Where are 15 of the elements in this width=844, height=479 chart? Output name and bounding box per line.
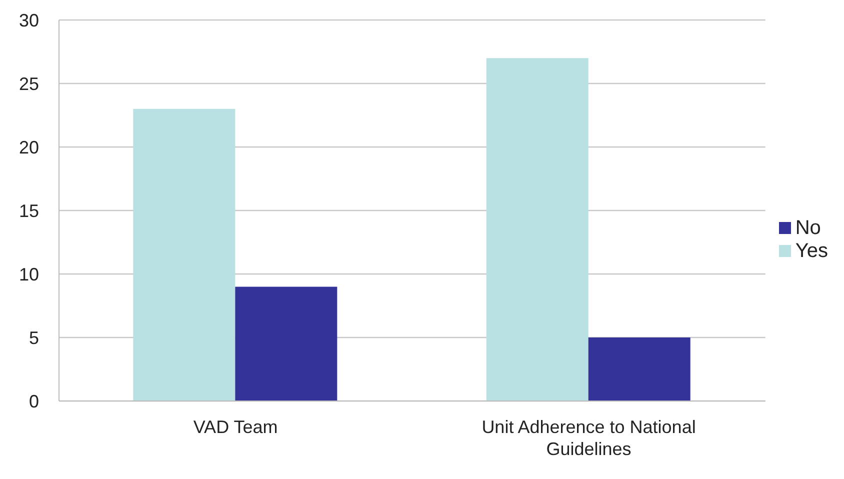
bar	[235, 286, 338, 401]
y-tick-label: 25	[18, 74, 39, 94]
y-tick-label: 30	[18, 10, 39, 30]
y-tick-label: 15	[18, 200, 39, 221]
x-tick-label: VAD Team	[193, 417, 278, 437]
y-tick-label: 0	[28, 391, 39, 412]
bar	[133, 108, 236, 401]
x-tick-label: Unit Adherence to National Guidelines	[482, 417, 696, 459]
y-tick-label: 10	[18, 264, 39, 284]
y-tick-label: 20	[18, 137, 39, 158]
bar	[486, 58, 588, 401]
legend-label: Yes	[795, 240, 828, 262]
bar	[588, 338, 690, 401]
legend-label: No	[795, 216, 821, 238]
y-tick-label: 5	[28, 328, 39, 348]
